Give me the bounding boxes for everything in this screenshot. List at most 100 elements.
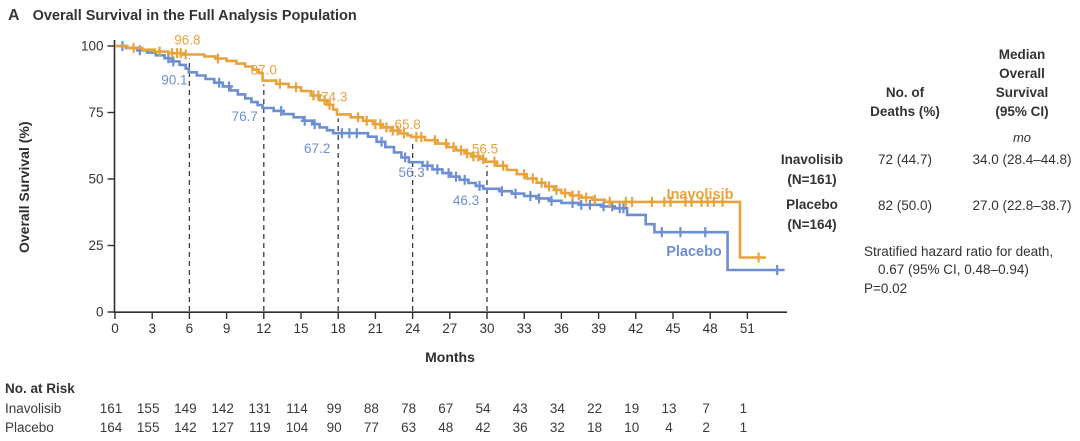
row-label-inavolisib: Inavolisib (N=161) — [780, 152, 844, 187]
risk-row-placebo: Placebo 164 155 142 127 119 104 90 77 63 48 42 36 32… — [0, 420, 1080, 436]
x-tick-label: 33 — [517, 321, 532, 336]
risk-count: 32 — [549, 420, 565, 435]
x-tick-label: 9 — [223, 321, 231, 336]
landmark-value-label: 56.5 — [472, 142, 498, 157]
landmark-value-label: 76.7 — [232, 109, 258, 124]
risk-count: 2 — [702, 420, 710, 435]
risk-count: 127 — [211, 420, 234, 435]
x-tick-label: 12 — [256, 321, 271, 336]
y-tick-label: 25 — [88, 238, 103, 253]
risk-count: 4 — [665, 420, 673, 435]
risk-count: 90 — [326, 420, 342, 435]
panel-letter: A — [8, 7, 20, 24]
landmark-value-label: 90.1 — [161, 72, 187, 87]
figure-title-row: A Overall Survival in the Full Analysis P… — [8, 7, 357, 25]
risk-row-label: Placebo — [5, 420, 54, 435]
row-label-placebo: Placebo (N=164) — [786, 197, 838, 232]
risk-count: 119 — [249, 420, 271, 435]
x-tick-label: 24 — [405, 321, 421, 336]
x-axis-label: Months — [425, 349, 475, 365]
landmark-value-label: 67.2 — [304, 141, 330, 156]
y-tick-label: 100 — [81, 39, 104, 54]
risk-count: 78 — [401, 401, 417, 416]
risk-count: 48 — [438, 420, 454, 435]
risk-count: 1 — [739, 401, 748, 416]
risk-count: 22 — [587, 401, 603, 416]
risk-count: 36 — [512, 420, 528, 435]
risk-count: 142 — [174, 420, 197, 435]
landmark-value-label: 65.8 — [394, 117, 420, 132]
landmark-value-label: 74.3 — [321, 89, 347, 104]
x-tick-label: 21 — [368, 321, 383, 336]
risk-count: 131 — [248, 401, 272, 416]
x-tick-label: 6 — [186, 321, 194, 336]
x-tick-label: 51 — [740, 321, 755, 336]
risk-row-label: Inavolisib — [5, 401, 62, 416]
series-placebo-curve — [115, 41, 785, 275]
landmark-value-label: 87.0 — [251, 63, 277, 78]
figure-title: Overall Survival in the Full Analysis Po… — [32, 8, 357, 24]
risk-count: 104 — [285, 420, 309, 435]
inavolisib-median-value: 34.0 (28.4–44.8) — [972, 152, 1072, 167]
risk-count: 88 — [363, 401, 379, 416]
y-axis-label: Overall Survival (%) — [16, 121, 32, 253]
p-value: P=0.02 — [864, 281, 908, 296]
risk-count: 149 — [174, 401, 197, 416]
series-label-inavolisib: Inavolisib — [667, 187, 734, 203]
x-tick-label: 15 — [293, 321, 308, 336]
landmark-value-label: 96.8 — [174, 33, 200, 48]
risk-count: 7 — [702, 401, 710, 416]
x-tick-label: 36 — [554, 321, 569, 336]
x-tick-label: 39 — [591, 321, 606, 336]
x-tick-label: 45 — [665, 321, 680, 336]
series-inavolisib-curve — [115, 42, 766, 263]
risk-count: 34 — [549, 401, 565, 416]
risk-count: 99 — [326, 401, 342, 416]
x-tick-label: 3 — [148, 321, 156, 336]
x-tick-label: 18 — [331, 321, 346, 336]
censor-marks-placebo — [118, 41, 782, 275]
risk-count: 42 — [475, 420, 491, 435]
censor-marks-inavolisib — [129, 42, 763, 263]
risk-count: 19 — [624, 401, 640, 416]
risk-count: 155 — [136, 401, 160, 416]
placebo-deaths-value: 82 (50.0) — [877, 198, 933, 213]
inavolisib-deaths-value: 72 (44.7) — [877, 152, 933, 167]
risk-count: 67 — [438, 401, 454, 416]
landmark-labels-inavolisib: 96.8 87.0 74.3 65.8 56.5 — [174, 33, 498, 157]
risk-count: 13 — [661, 401, 677, 416]
risk-count: 161 — [99, 401, 123, 416]
x-tick-label: 27 — [442, 321, 457, 336]
y-tick-label: 0 — [96, 305, 104, 320]
risk-count: 54 — [475, 401, 491, 416]
hazard-ratio-note-line1: Stratified hazard ratio for death, — [864, 244, 1054, 259]
risk-count: 18 — [587, 420, 603, 435]
landmark-value-label: 56.3 — [398, 165, 424, 180]
median-column-header: Median Overall Survival (95% CI) — [995, 47, 1049, 119]
y-tick-label: 50 — [88, 172, 103, 187]
x-tick-label: 48 — [703, 321, 718, 336]
risk-count: 1 — [739, 420, 748, 435]
risk-count: 142 — [211, 401, 234, 416]
risk-count: 114 — [286, 401, 308, 416]
landmark-value-label: 46.3 — [453, 193, 479, 208]
risk-row-inavolisib: Inavolisib 161 155 149 142 131 114 99 88 78 67 54 4… — [0, 401, 1080, 417]
series-label-placebo: Placebo — [666, 244, 722, 260]
y-tick-label: 75 — [88, 105, 103, 120]
risk-count: 43 — [512, 401, 528, 416]
risk-count: 164 — [99, 420, 123, 435]
hazard-ratio-note-line2: 0.67 (95% CI, 0.48–0.94) — [878, 262, 1029, 277]
x-tick-label: 30 — [479, 321, 494, 336]
placebo-median-value: 27.0 (22.8–38.7) — [972, 198, 1072, 213]
x-tick-label: 0 — [111, 321, 119, 336]
landmark-labels-placebo: 90.1 76.7 67.2 56.3 46.3 — [161, 72, 479, 208]
risk-table-title: No. at Risk — [5, 381, 75, 396]
deaths-column-header: No. of Deaths (%) — [870, 85, 940, 119]
risk-count: 77 — [363, 420, 379, 435]
x-tick-label: 42 — [628, 321, 643, 336]
risk-count: 10 — [624, 420, 640, 435]
risk-count: 63 — [401, 420, 417, 435]
